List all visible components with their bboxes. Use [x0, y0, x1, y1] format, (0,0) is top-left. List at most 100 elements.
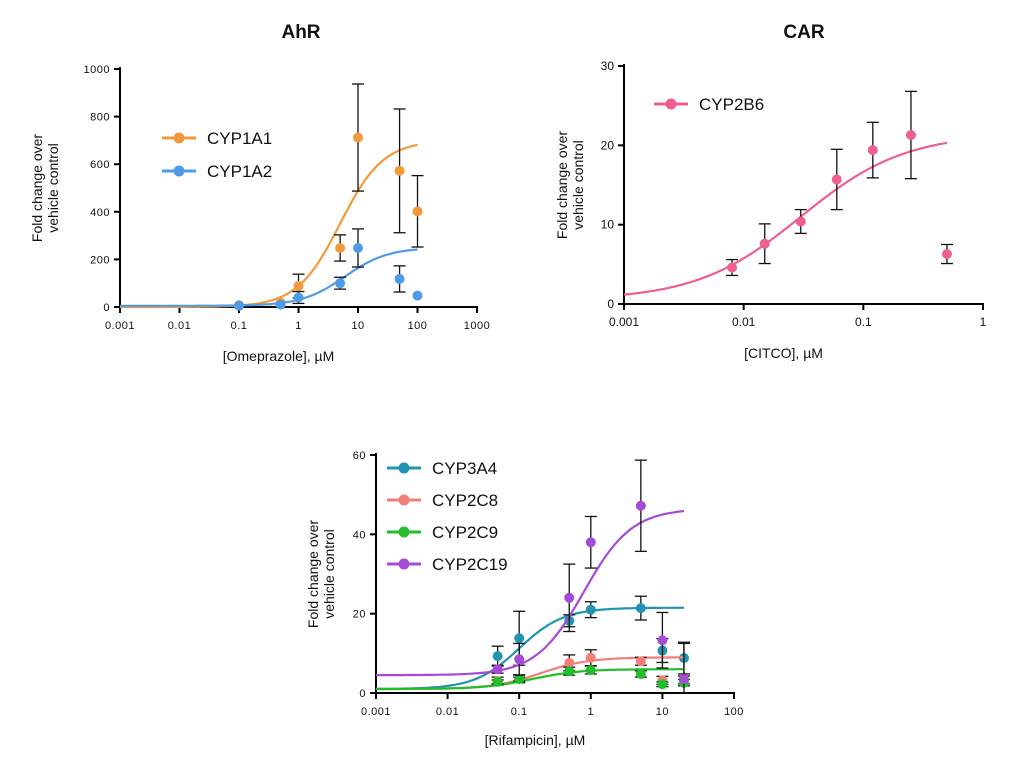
x-tick-label: 0.01 [168, 320, 191, 332]
y-tick-label: 30 [601, 59, 615, 73]
cyp1a1-data-point [412, 206, 423, 217]
x-tick-label: 1 [587, 706, 594, 718]
cyp2b6-data-point [727, 262, 738, 273]
cyp2c8-data-point [564, 657, 575, 668]
legend-label: CYP2C19 [432, 555, 508, 574]
cyp3a4-data-point [492, 651, 503, 662]
legend-label: CYP2B6 [699, 95, 764, 114]
cyp2b6-data-point [831, 174, 842, 185]
car-panel: CAR 0 10 20 30 0.001 0.01 0.1 1 [CITCO], µM Fold c… [554, 22, 987, 361]
legend-marker [173, 132, 185, 144]
y-tick-label: 0 [607, 297, 614, 311]
cyp2b6-data-point [941, 249, 952, 260]
legend-label: CYP1A1 [207, 129, 272, 148]
x-tick-label: 10 [351, 320, 364, 332]
cyp2c19-data-point [678, 674, 689, 685]
cyp1a2-data-point [335, 278, 346, 289]
cyp1a2-data-point [275, 299, 286, 310]
y-axis-label: vehicle control [570, 140, 586, 230]
cyp2c19-data-point [635, 500, 646, 511]
y-tick-label: 400 [90, 207, 110, 219]
cyp1a2-data-point [412, 290, 423, 301]
y-tick-label: 10 [601, 218, 615, 232]
legend-marker [398, 558, 410, 570]
x-axis-label: [Rifampicin], µM [485, 732, 586, 748]
legend-label: CYP2C8 [432, 491, 498, 510]
legend-marker [173, 165, 185, 177]
cyp3a4-data-point [585, 604, 596, 615]
y-tick-label: 60 [353, 450, 366, 462]
x-axis-label: [Omeprazole], µM [223, 348, 335, 364]
cyp2c9-data-point [514, 674, 525, 685]
cyp2c19-data-point [492, 664, 503, 675]
x-tick-label: 1 [295, 320, 302, 332]
cyp1a2-data-point [394, 273, 405, 284]
chart-title: AhR [281, 22, 320, 43]
cyp2c8-data-point [585, 652, 596, 663]
cyp2c9-fit-curve [376, 668, 684, 691]
pxr-rifampicin-panel: 0 20 40 60 0.001 0.01 0.1 1 10 100 [Rifampicin], µ… [305, 450, 744, 748]
cyp1a1-data-point [353, 132, 363, 143]
x-tick-label: 0.001 [609, 315, 639, 329]
legend-label: CYP1A2 [207, 162, 272, 181]
legend-marker [398, 462, 410, 474]
cyp2c9-data-point [585, 664, 596, 675]
cyp2b6-data-point [795, 216, 806, 227]
y-axis-label: vehicle control [45, 143, 61, 233]
y-axis-label: Fold change over [29, 134, 45, 243]
cyp1a2-data-point [293, 292, 304, 303]
cyp2c19-data-point [585, 537, 596, 548]
y-tick-label: 20 [601, 138, 615, 152]
cyp1a1-data-point [335, 242, 346, 253]
cyp2c9-data-point [492, 676, 503, 687]
x-tick-label: 100 [408, 320, 428, 332]
x-tick-label: 1000 [464, 320, 490, 332]
x-tick-label: 0.001 [105, 320, 135, 332]
y-axis-label: Fold change over [305, 520, 321, 629]
y-tick-label: 0 [103, 302, 110, 314]
y-tick-label: 0 [359, 688, 366, 700]
cyp2c9-data-point [564, 666, 575, 677]
cyp2c9-data-point [635, 668, 646, 679]
x-tick-label: 0.001 [361, 706, 391, 718]
x-axis-label: [CITCO], µM [744, 345, 823, 361]
y-tick-label: 600 [90, 159, 110, 171]
legend-label: CYP3A4 [432, 459, 497, 478]
cyp1a2-data-point [234, 300, 244, 311]
y-tick-label: 40 [353, 529, 366, 541]
cyp3a4-data-point [635, 603, 646, 614]
x-tick-label: 0.1 [511, 706, 528, 718]
ahr-panel: AhR 0 200 400 600 800 1000 0.001 0.01 0.1 1 10 100 10… [29, 22, 490, 364]
cyp2c8-data-point [635, 656, 646, 667]
cyp3a4-data-point [514, 633, 525, 644]
cyp2b6-data-point [759, 238, 770, 249]
x-tick-label: 1 [980, 315, 987, 329]
x-tick-label: 10 [656, 706, 669, 718]
legend-marker [665, 98, 677, 110]
y-tick-label: 1000 [84, 64, 110, 76]
chart-title: CAR [783, 22, 824, 43]
x-tick-label: 0.1 [855, 315, 872, 329]
y-tick-label: 200 [90, 254, 110, 266]
x-tick-label: 0.01 [732, 315, 756, 329]
cyp2b6-data-point [905, 130, 916, 141]
legend-marker [398, 494, 410, 506]
cyp2b6-data-point [867, 145, 878, 156]
cyp2b6-fit-curve [623, 141, 948, 296]
cyp2c9-data-point [657, 679, 668, 690]
x-tick-label: 0.1 [231, 320, 248, 332]
cyp2c19-data-point [564, 592, 575, 603]
y-tick-label: 20 [353, 609, 366, 621]
x-tick-label: 100 [724, 706, 744, 718]
cyp2c19-data-point [514, 654, 525, 665]
legend-marker [398, 526, 410, 538]
cyp2c19-fit-curve [376, 509, 685, 677]
cyp2c19-data-point [657, 635, 668, 646]
y-axis-label: vehicle control [321, 529, 337, 619]
x-tick-label: 0.01 [436, 706, 459, 718]
legend-label: CYP2C9 [432, 523, 498, 542]
y-axis-label: Fold change over [554, 131, 570, 240]
cyp1a2-data-point [353, 242, 363, 253]
y-tick-label: 800 [90, 112, 110, 124]
